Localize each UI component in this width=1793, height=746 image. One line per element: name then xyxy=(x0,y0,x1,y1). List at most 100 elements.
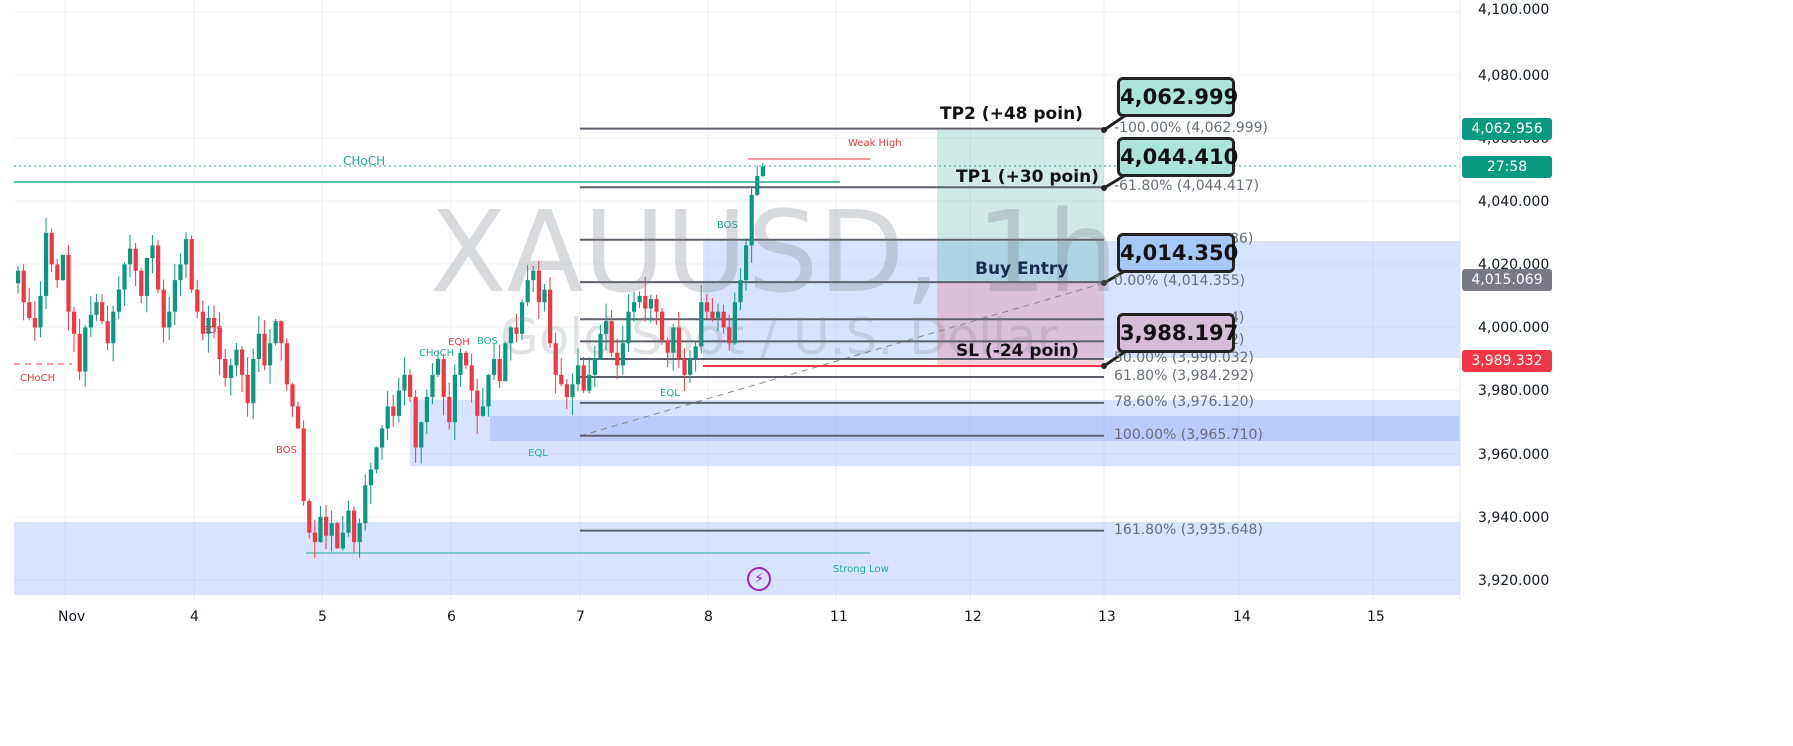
fib-level-label: -61.80% (4,044.417) xyxy=(1114,178,1260,195)
candle-body xyxy=(637,295,642,303)
bos-label: BOS xyxy=(276,445,297,456)
price-axis-tick: 3,980.000 xyxy=(1478,383,1549,399)
bos-label: BOS xyxy=(477,336,498,347)
candle-body xyxy=(55,264,60,281)
candle-body xyxy=(16,270,21,284)
price-tag: 4,015.069 xyxy=(1462,268,1552,291)
tp2-label: TP2 (+48 poin) xyxy=(940,104,1083,124)
candle-body xyxy=(161,289,166,328)
candle-body xyxy=(380,428,385,448)
price-axis-tick: 3,920.000 xyxy=(1478,573,1549,589)
sl-callout[interactable]: 3,988.197 xyxy=(1117,313,1238,353)
candle-body xyxy=(240,349,245,375)
candle-body xyxy=(256,333,261,360)
time-axis-tick: 4 xyxy=(190,609,199,625)
bos-label: BOS xyxy=(202,325,223,336)
candle-body xyxy=(693,346,698,360)
candle-body xyxy=(396,390,401,416)
anchor-point xyxy=(1101,185,1107,191)
entry-callout[interactable]: 4,014.350 xyxy=(1117,233,1238,273)
price-tag: 27:58 xyxy=(1462,155,1552,178)
fib-level-label: 78.60% (3,976.120) xyxy=(1114,393,1255,410)
candle-body xyxy=(212,318,217,328)
candle-body xyxy=(150,245,155,259)
candle-body xyxy=(189,239,194,290)
lightning-icon[interactable]: ⚡ xyxy=(747,567,771,591)
price-axis-tick: 3,940.000 xyxy=(1478,510,1549,526)
anchor-point xyxy=(1101,363,1107,369)
candle-body xyxy=(385,406,390,429)
candle-body xyxy=(480,406,485,416)
anchor-point xyxy=(1101,127,1107,133)
candle-body xyxy=(559,374,564,385)
fib-level-label: 61.80% (3,984.292) xyxy=(1114,368,1255,385)
candle-body xyxy=(139,270,144,296)
candle-body xyxy=(626,311,631,344)
candle-body xyxy=(688,359,693,375)
tp1-label: TP1 (+30 poin) xyxy=(956,167,1099,187)
candle-body xyxy=(542,289,547,303)
candle-body xyxy=(100,302,105,322)
candle-body xyxy=(200,311,205,334)
choch-label-left: CHoCH xyxy=(20,373,56,384)
candle-body xyxy=(492,359,497,375)
candle-body xyxy=(301,428,306,502)
candle-body xyxy=(357,523,362,543)
candle-body xyxy=(732,302,737,344)
time-axis-tick: Nov xyxy=(58,609,86,625)
candle-body xyxy=(564,384,569,397)
candle-body xyxy=(458,352,463,375)
candle-body xyxy=(391,406,396,416)
candle-body xyxy=(469,365,474,391)
price-axis-tick: 4,000.000 xyxy=(1478,320,1549,336)
candle-body xyxy=(553,343,558,375)
candle-body xyxy=(408,374,413,397)
candle-body xyxy=(262,333,267,366)
candle-body xyxy=(122,264,127,290)
candle-body xyxy=(648,299,653,309)
choch-label-top: CHoCH xyxy=(343,154,386,168)
candle-body xyxy=(128,248,133,265)
candle-body xyxy=(419,422,424,448)
candle-body xyxy=(654,299,659,312)
candle-body xyxy=(133,248,138,271)
candle-body xyxy=(531,270,536,281)
candle-body xyxy=(363,485,368,524)
fib-trend-line xyxy=(579,282,1105,437)
candle-body xyxy=(44,232,49,296)
candle-body xyxy=(312,532,317,543)
candle-body xyxy=(251,359,256,404)
candle-body xyxy=(111,311,116,344)
candle-body xyxy=(514,327,519,334)
candle-body xyxy=(60,254,65,281)
candle-body xyxy=(116,289,121,312)
demand-zone xyxy=(410,400,1460,466)
fib-level-label: 100.00% (3,965.710) xyxy=(1114,426,1263,443)
candle-body xyxy=(581,365,586,391)
candle-body xyxy=(704,302,709,312)
candle-body xyxy=(632,302,637,312)
candle-body xyxy=(520,302,525,334)
candle-body xyxy=(223,359,228,378)
candle-body xyxy=(525,280,530,303)
candle-body xyxy=(83,327,88,372)
candle-body xyxy=(464,352,469,366)
demand-zone xyxy=(14,522,1460,595)
candle-body xyxy=(268,343,273,366)
buy-entry-label: Buy Entry xyxy=(975,259,1069,279)
candle-body xyxy=(279,321,284,344)
candle-body xyxy=(744,245,749,281)
candle-body xyxy=(604,321,609,334)
bos-label: BOS xyxy=(717,220,738,231)
candle-body xyxy=(441,359,446,397)
candle-body xyxy=(172,280,177,312)
price-axis-tick: 4,100.000 xyxy=(1478,2,1549,18)
price-axis-tick: 4,040.000 xyxy=(1478,194,1549,210)
candle-body xyxy=(587,374,592,391)
price-axis-tick: 3,960.000 xyxy=(1478,447,1549,463)
tp2-callout[interactable]: 4,062.999 xyxy=(1117,77,1238,117)
candle-body xyxy=(290,384,295,407)
tp1-callout[interactable]: 4,044.410 xyxy=(1117,137,1238,177)
candle-body xyxy=(430,374,435,397)
